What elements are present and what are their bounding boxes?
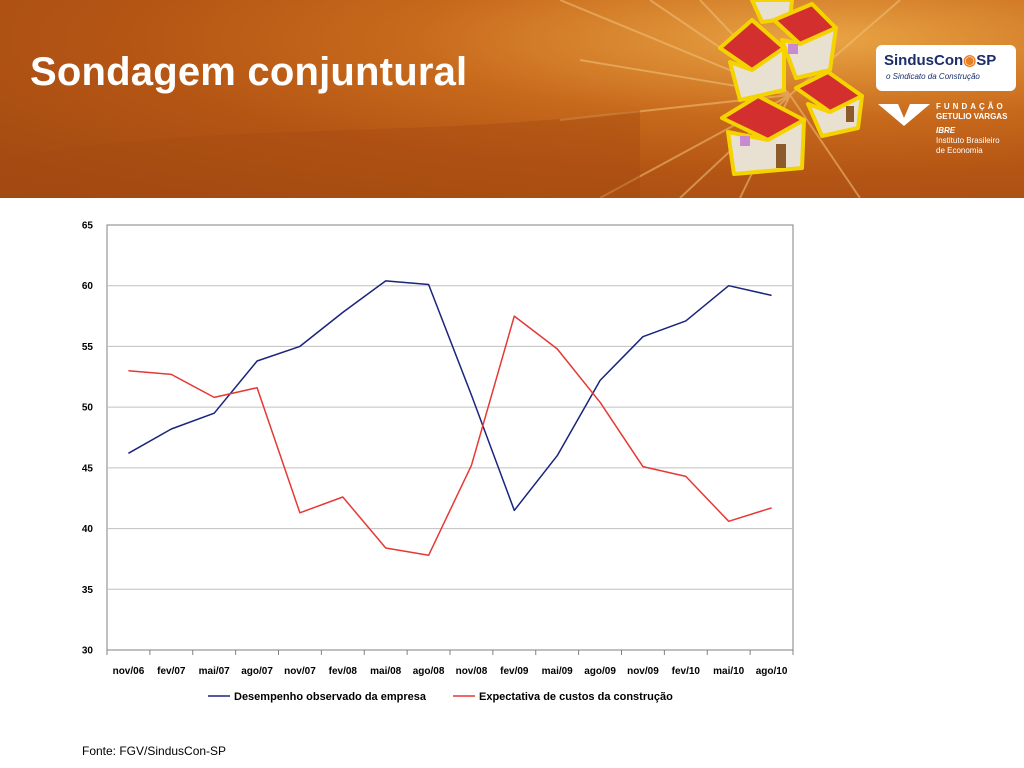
- fgv-line1: FUNDAÇÃO: [936, 102, 1006, 111]
- series-line-1: [128, 315, 772, 557]
- x-tick-label-7: ago/08: [413, 666, 445, 677]
- y-tick-label-3: 45: [82, 463, 94, 474]
- x-tick-label-4: nov/07: [284, 666, 316, 677]
- y-tick-label-4: 50: [82, 403, 94, 414]
- series-line-0: [128, 280, 772, 512]
- x-tick-label-8: nov/08: [456, 666, 488, 677]
- x-tick-label-1: fev/07: [157, 666, 186, 677]
- line-chart: 30 35 40 45 50 55 60 65 nov/06 fev/07 mai/07 ago/0…: [82, 221, 794, 703]
- y-tick-label-1: 35: [82, 585, 94, 596]
- legend-label-1: Expectativa de custos da construção: [479, 691, 673, 703]
- ibre-label: IBRE: [936, 126, 956, 135]
- x-tick-label-0: nov/06: [113, 666, 145, 677]
- y-tick-label-7: 65: [82, 221, 94, 232]
- x-tick-label-3: ago/07: [241, 666, 273, 677]
- sinduscon-logo: SindusCon◉SP o Sindicato da Construção: [876, 45, 1016, 91]
- logo-name: SindusCon: [884, 52, 964, 69]
- x-tick-label-13: fev/10: [672, 666, 701, 677]
- plot-area-border: [106, 224, 794, 651]
- header-banner: Sondagem conjuntural SindusCon◉SP o Sind…: [0, 0, 1024, 198]
- chart-series: [128, 280, 772, 557]
- x-tick-label-6: mai/08: [370, 666, 402, 677]
- logo-tagline: o Sindicato da Construção: [886, 72, 980, 81]
- chart-grid: [106, 224, 794, 655]
- y-tick-label-6: 60: [82, 281, 94, 292]
- source-note: Fonte: FGV/SindusCon-SP: [82, 744, 227, 758]
- y-tick-label-5: 55: [82, 342, 94, 353]
- chart-legend: Desempenho observado da empresa Expectati…: [208, 691, 673, 703]
- fgv-ibre-logo: FUNDAÇÃO GETULIO VARGAS IBRE Instituto B…: [936, 102, 1007, 156]
- y-tick-label-0: 30: [82, 646, 94, 657]
- legend-label-0: Desempenho observado da empresa: [234, 691, 427, 703]
- y-tick-label-2: 40: [82, 524, 94, 535]
- fgv-line2: GETULIO VARGAS: [936, 112, 1008, 121]
- fgv-logo-icon: [878, 104, 930, 126]
- x-tick-label-5: fev/08: [329, 666, 358, 677]
- x-tick-label-12: nov/09: [627, 666, 659, 677]
- ibre-line1: Instituto Brasileiro: [936, 136, 1000, 145]
- x-tick-label-14: mai/10: [713, 666, 745, 677]
- x-tick-label-2: mai/07: [199, 666, 231, 677]
- ibre-line2: de Economia: [936, 146, 983, 155]
- houses-illustration-icon: [718, 0, 864, 176]
- x-axis-ticks: nov/06 fev/07 mai/07 ago/07 nov/07 fev/08 mai/…: [113, 666, 788, 677]
- y-axis-ticks: 30 35 40 45 50 55 60 65: [82, 221, 94, 657]
- x-tick-label-11: ago/09: [584, 666, 616, 677]
- logo-sp: SP: [976, 52, 997, 69]
- x-tick-label-10: mai/09: [542, 666, 574, 677]
- x-tick-label-15: ago/10: [756, 666, 788, 677]
- page-title: Sondagem conjuntural: [30, 50, 468, 94]
- x-tick-label-9: fev/09: [500, 666, 529, 677]
